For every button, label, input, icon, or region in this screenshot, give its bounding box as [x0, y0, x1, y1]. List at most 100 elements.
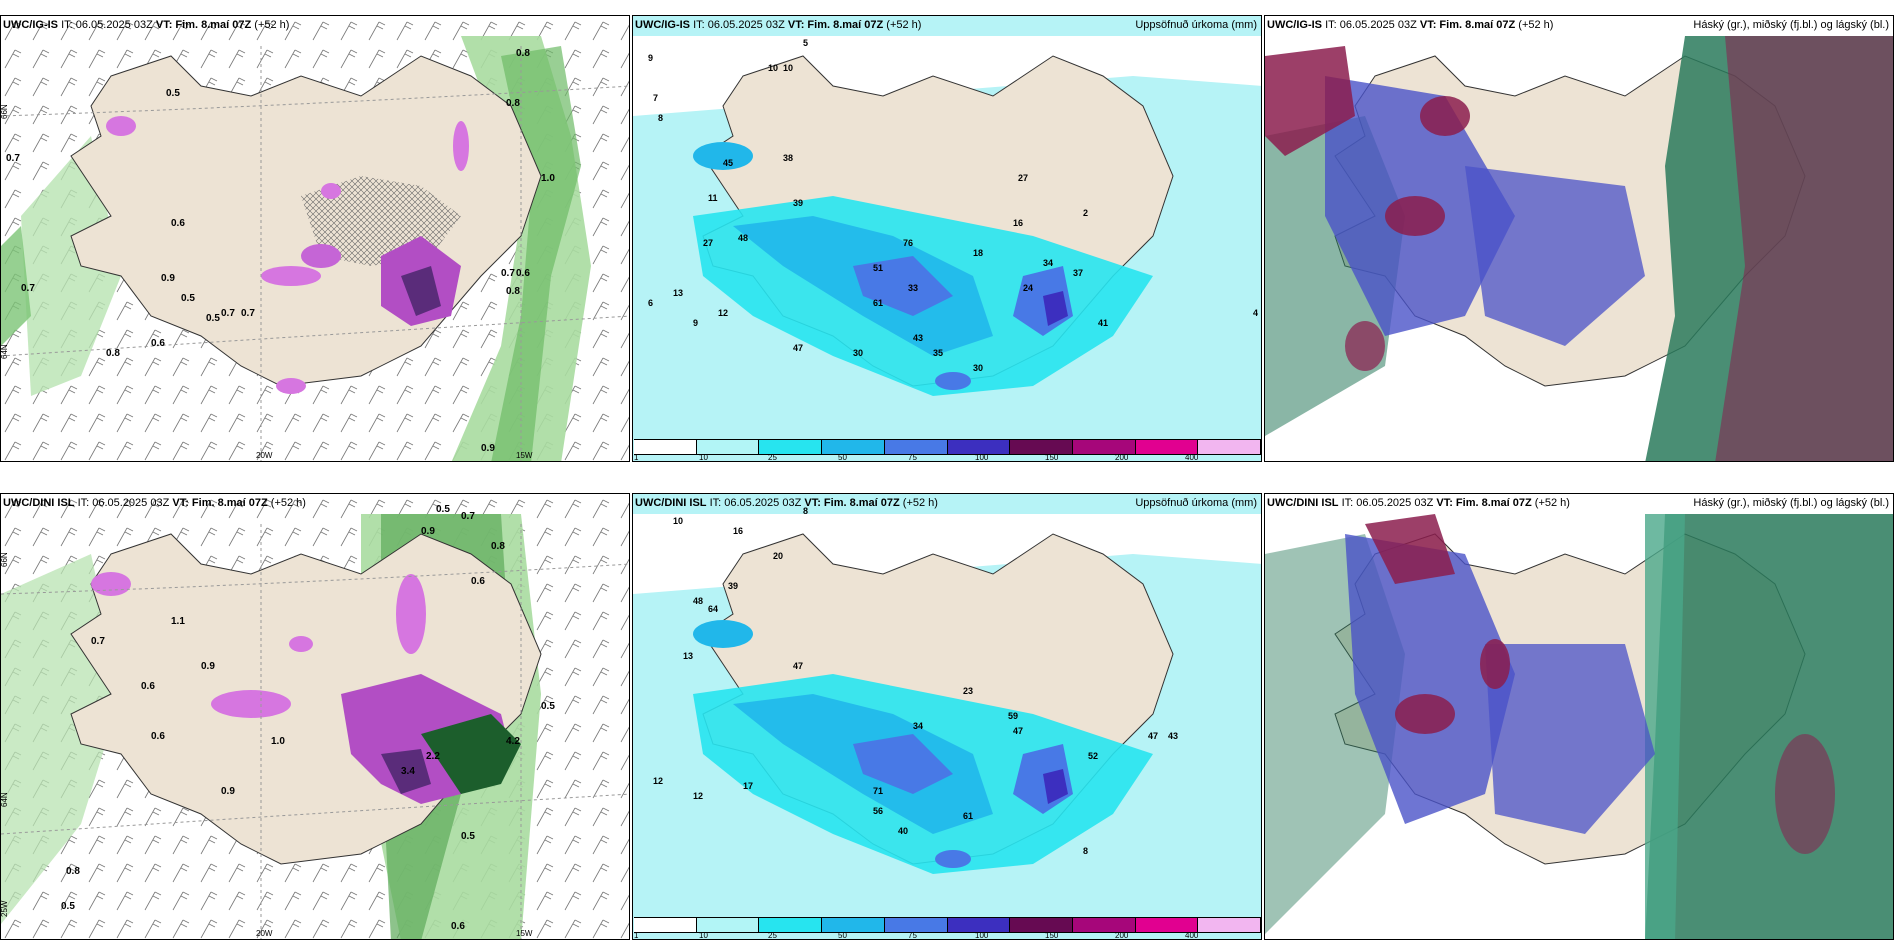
cloud-mid-area: [1345, 534, 1515, 824]
precip-values: 0.5 0.9 0.7 0.8 0.6 1.1 0.7 0.6 0.9 0.5 …: [61, 504, 555, 932]
svg-text:0.9: 0.9: [481, 443, 495, 454]
lat-label-66n: 66N: [1, 104, 9, 119]
cloud-low-area: [1365, 514, 1455, 584]
legend-swatch: [634, 918, 697, 932]
svg-text:34: 34: [913, 721, 923, 731]
lon-label-15w: 15W: [516, 929, 533, 938]
svg-text:0.5: 0.5: [61, 901, 75, 912]
legend-label: 50: [838, 931, 847, 940]
lat-label-64n: 64N: [1, 344, 9, 359]
legend-label: 200: [1115, 931, 1129, 940]
svg-text:76: 76: [903, 238, 913, 248]
legend-swatch: [1135, 918, 1199, 932]
svg-text:37: 37: [1073, 268, 1083, 278]
svg-text:27: 27: [703, 238, 713, 248]
precip-values: 9 7 8 6 13 9 5 10 45 39 27 48 38 12 33 5…: [648, 38, 1258, 373]
map-panel-igis-precip-wind: UWC/IG-IS IT: 06.05.2025 03Z VT: Fim. 8.…: [0, 15, 630, 462]
legend-swatch: [822, 440, 885, 454]
legend-swatch: [696, 440, 760, 454]
svg-text:56: 56: [873, 806, 883, 816]
svg-text:0.8: 0.8: [66, 866, 80, 877]
svg-text:10: 10: [768, 63, 778, 73]
svg-text:0.7: 0.7: [241, 308, 255, 319]
svg-text:48: 48: [738, 233, 748, 243]
svg-text:0.6: 0.6: [171, 218, 185, 229]
svg-text:2.2: 2.2: [426, 751, 440, 762]
svg-text:61: 61: [873, 298, 883, 308]
svg-text:34: 34: [1043, 258, 1053, 268]
lat-label-64n: 64N: [1, 792, 9, 807]
precip-color-legend: 1 10 25 50 75 100 150 200 400: [633, 917, 1261, 939]
svg-text:30: 30: [973, 363, 983, 373]
svg-text:10: 10: [673, 516, 683, 526]
svg-text:23: 23: [963, 686, 973, 696]
precip-color-legend: 1 10 25 50 75 100 150 200 400: [633, 439, 1261, 461]
svg-text:8: 8: [803, 506, 808, 516]
svg-text:4.2: 4.2: [506, 736, 520, 747]
legend-swatch: [1072, 440, 1136, 454]
legend-swatch: [1135, 440, 1199, 454]
svg-text:8: 8: [1083, 846, 1088, 856]
legend-label: 100: [975, 453, 989, 462]
svg-text:16: 16: [1013, 218, 1023, 228]
panel-title: UWC/IG-IS IT: 06.05.2025 03Z VT: Fim. 8.…: [1267, 19, 1554, 31]
svg-text:13: 13: [683, 651, 693, 661]
svg-text:47: 47: [1013, 726, 1023, 736]
svg-text:0.6: 0.6: [151, 731, 165, 742]
svg-text:38: 38: [783, 153, 793, 163]
legend-label: 10: [699, 931, 708, 940]
map-canvas: 10 8 12 16 20 39 47 71 56 48 61 23 47 34…: [633, 494, 1261, 939]
svg-text:0.5: 0.5: [166, 88, 180, 99]
svg-text:52: 52: [1088, 751, 1098, 761]
svg-text:1.0: 1.0: [271, 736, 285, 747]
svg-text:64: 64: [708, 604, 718, 614]
svg-text:0.7: 0.7: [501, 268, 515, 279]
svg-text:0.9: 0.9: [201, 661, 215, 672]
svg-text:12: 12: [718, 308, 728, 318]
svg-text:33: 33: [908, 283, 918, 293]
svg-text:0.8: 0.8: [516, 48, 530, 59]
svg-text:7: 7: [653, 93, 658, 103]
lon-label-20w: 20W: [256, 929, 273, 938]
svg-text:1.0: 1.0: [541, 173, 555, 184]
panel-subtitle: Háský (gr.), miðský (fj.bl.) og lágský (…: [1693, 497, 1889, 509]
panel-title: UWC/IG-IS IT: 06.05.2025 03Z VT: Fim. 8.…: [3, 19, 290, 31]
panel-subtitle: Uppsöfnuð úrkoma (mm): [1135, 19, 1257, 31]
svg-text:17: 17: [743, 781, 753, 791]
precip-values: 10 8 12 16 20 39 47 71 56 48 61 23 47 34…: [653, 506, 1178, 856]
legend-swatch: [947, 918, 1011, 932]
svg-text:0.7: 0.7: [21, 283, 35, 294]
cloud-low-area: [1265, 46, 1355, 156]
svg-text:13: 13: [673, 288, 683, 298]
svg-text:47: 47: [793, 343, 803, 353]
map-panel-dini-accum-precip: UWC/DINI ISL IT: 06.05.2025 03Z VT: Fim.…: [632, 493, 1262, 940]
svg-text:24: 24: [1023, 283, 1033, 293]
legend-swatch: [1010, 440, 1073, 454]
svg-text:12: 12: [693, 791, 703, 801]
legend-swatch: [884, 440, 948, 454]
svg-text:61: 61: [963, 811, 973, 821]
cloud-high-area: [1645, 514, 1893, 939]
svg-text:71: 71: [873, 786, 883, 796]
svg-text:6: 6: [648, 298, 653, 308]
svg-text:43: 43: [1168, 731, 1178, 741]
svg-text:39: 39: [728, 581, 738, 591]
map-panel-dini-clouds: UWC/DINI ISL IT: 06.05.2025 03Z VT: Fim.…: [1264, 493, 1894, 940]
svg-text:4: 4: [1253, 308, 1258, 318]
legend-swatch: [884, 918, 948, 932]
svg-text:0.9: 0.9: [221, 786, 235, 797]
svg-text:0.7: 0.7: [91, 636, 105, 647]
svg-text:51: 51: [873, 263, 883, 273]
panel-title: UWC/DINI ISL IT: 06.05.2025 03Z VT: Fim.…: [1267, 497, 1570, 509]
legend-swatch: [1010, 918, 1073, 932]
svg-text:10: 10: [783, 63, 793, 73]
svg-text:0.7: 0.7: [221, 308, 235, 319]
svg-text:48: 48: [693, 596, 703, 606]
svg-text:0.5: 0.5: [181, 293, 195, 304]
svg-text:18: 18: [973, 248, 983, 258]
svg-text:0.8: 0.8: [506, 98, 520, 109]
svg-text:0.5: 0.5: [436, 504, 450, 515]
svg-text:1.1: 1.1: [171, 616, 185, 627]
svg-text:0.9: 0.9: [421, 526, 435, 537]
map-panel-dini-precip-wind: UWC/DINI ISL IT: 06.05.2025 03Z VT: Fim.…: [0, 493, 630, 940]
